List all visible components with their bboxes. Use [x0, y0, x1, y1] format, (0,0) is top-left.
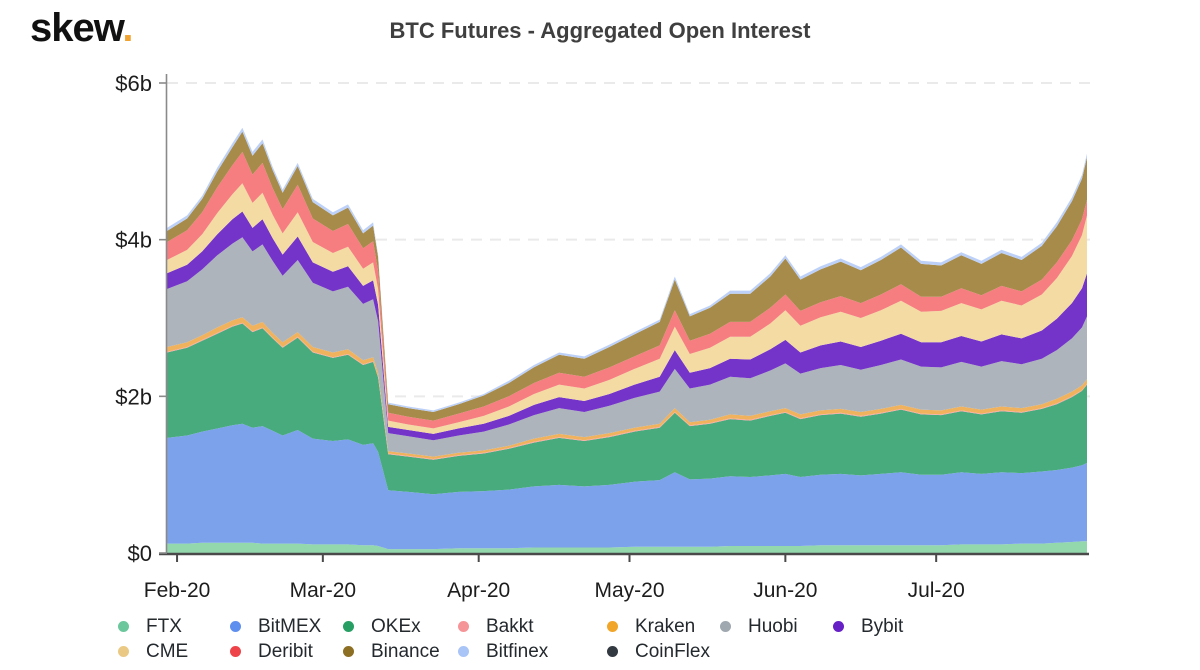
legend-item-binance[interactable]: Binance — [343, 641, 458, 663]
legend-label-deribit: Deribit — [258, 640, 313, 662]
legend-swatch-okex — [343, 621, 354, 632]
legend-swatch-bybit — [833, 621, 844, 632]
legend-label-ftx: FTX — [146, 615, 182, 637]
legend-item-ftx[interactable]: FTX — [118, 616, 230, 638]
legend-label-binance: Binance — [371, 640, 440, 662]
legend-item-deribit[interactable]: Deribit — [230, 641, 343, 663]
legend-swatch-deribit — [230, 646, 241, 657]
x-tick-label-Feb-20: Feb-20 — [144, 579, 211, 602]
legend-item-bakkt[interactable]: Bakkt — [458, 616, 607, 638]
legend-item-okex[interactable]: OKEx — [343, 616, 458, 638]
x-tick-label-Jun-20: Jun-20 — [753, 579, 817, 602]
legend-swatch-huobi — [720, 621, 731, 632]
x-tick-label-Apr-20: Apr-20 — [447, 579, 510, 602]
legend-label-bitfinex: Bitfinex — [486, 640, 549, 662]
y-tick-label-2: $2b — [115, 384, 152, 409]
legend-label-bybit: Bybit — [861, 615, 904, 637]
legend-item-bybit[interactable]: Bybit — [833, 616, 953, 638]
legend-swatch-kraken — [607, 621, 618, 632]
area-band-huobi[interactable] — [167, 237, 1087, 457]
legend-label-bakkt: Bakkt — [486, 615, 534, 637]
legend-label-huobi: Huobi — [748, 615, 798, 637]
legend-label-cme: CME — [146, 640, 189, 662]
chart-header: skew. BTC Futures - Aggregated Open Inte… — [0, 0, 1200, 58]
area-band-bitmex[interactable] — [167, 423, 1087, 550]
area-band-deribit[interactable] — [167, 151, 1087, 429]
area-band-okex[interactable] — [167, 323, 1087, 495]
legend-item-huobi[interactable]: Huobi — [720, 616, 833, 638]
legend-item-coinflex[interactable]: CoinFlex — [607, 641, 720, 663]
legend-swatch-cme — [118, 646, 129, 657]
legend-swatch-coinflex — [607, 646, 618, 657]
legend-swatch-bitfinex — [458, 646, 469, 657]
legend-item-cme[interactable]: CME — [118, 641, 230, 663]
chart-title: BTC Futures - Aggregated Open Interest — [389, 18, 811, 43]
skew-logo-dot: . — [122, 6, 133, 50]
area-band-ftx[interactable] — [167, 541, 1087, 553]
y-tick-label-6: $6b — [115, 71, 152, 96]
legend-swatch-bitmex — [230, 621, 241, 632]
skew-logo-text: skew — [30, 6, 123, 50]
x-tick-label-May-20: May-20 — [594, 579, 664, 602]
legend-swatch-binance — [343, 646, 354, 657]
legend-label-coinflex: CoinFlex — [635, 640, 710, 662]
legend-label-okex: OKEx — [371, 615, 421, 637]
legend-item-bitmex[interactable]: BitMEX — [230, 616, 343, 638]
area-band-binance[interactable] — [167, 131, 1087, 421]
x-tick-label-Mar-20: Mar-20 — [290, 579, 357, 602]
legend-label-kraken: Kraken — [635, 615, 696, 637]
legend-swatch-ftx — [118, 621, 129, 632]
area-band-kraken[interactable] — [167, 317, 1087, 459]
x-tick-label-Jul-20: Jul-20 — [908, 579, 965, 602]
skew-logo[interactable]: skew. — [30, 6, 134, 51]
area-band-bybit[interactable] — [167, 211, 1087, 441]
legend-swatch-bakkt — [458, 621, 469, 632]
area-band-cme[interactable] — [167, 183, 1087, 434]
chart-legend: FTX BitMEX OKEx Bakkt Kraken Huobi Bybit CME Der… — [118, 614, 953, 664]
y-tick-label-0: $0 — [128, 541, 152, 566]
y-tick-label-4: $4b — [115, 228, 152, 253]
legend-item-kraken[interactable]: Kraken — [607, 616, 720, 638]
legend-item-bitfinex[interactable]: Bitfinex — [458, 641, 607, 663]
legend-label-bitmex: BitMEX — [258, 615, 322, 637]
